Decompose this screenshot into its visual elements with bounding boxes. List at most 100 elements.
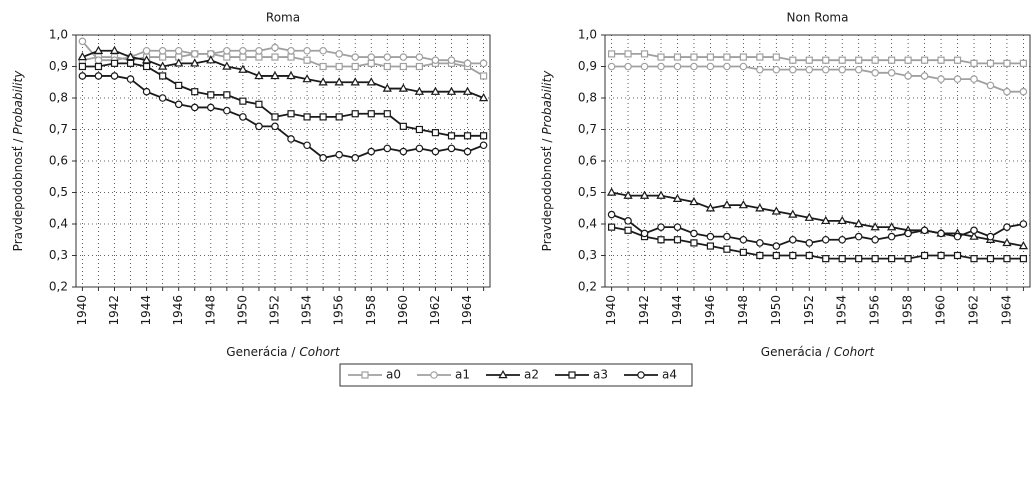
data-point bbox=[430, 86, 441, 95]
y-axis-label: Pravdepodobnosť / Probability bbox=[540, 70, 554, 252]
data-point bbox=[871, 235, 879, 244]
data-point bbox=[673, 53, 682, 61]
data-point bbox=[838, 235, 847, 244]
data-point bbox=[383, 62, 391, 71]
data-point bbox=[110, 72, 119, 80]
data-point bbox=[239, 46, 247, 55]
data-point bbox=[271, 53, 279, 61]
series-line bbox=[611, 53, 1024, 65]
data-point bbox=[366, 77, 376, 86]
data-point bbox=[624, 217, 632, 225]
data-point bbox=[190, 103, 199, 112]
data-point bbox=[606, 187, 617, 196]
data-point bbox=[624, 62, 632, 71]
x-tick-label: 1954 bbox=[300, 295, 314, 326]
data-point bbox=[174, 58, 184, 67]
data-point bbox=[399, 62, 407, 71]
x-axis-label-translation: Cohort bbox=[834, 345, 876, 359]
plot-frame bbox=[75, 34, 491, 288]
data-point bbox=[1019, 87, 1028, 96]
y-axis-label-main: Pravdepodobnosť / bbox=[540, 138, 554, 252]
x-tick-label: 1950 bbox=[235, 295, 249, 326]
data-point bbox=[920, 251, 929, 260]
data-point bbox=[255, 122, 263, 131]
x-tick-label: 1944 bbox=[139, 295, 153, 326]
legend-label: a0 bbox=[386, 368, 401, 382]
data-point bbox=[463, 132, 472, 140]
data-point bbox=[319, 62, 327, 71]
data-point bbox=[756, 251, 764, 260]
x-tick-label: 1948 bbox=[203, 295, 217, 326]
data-point bbox=[937, 56, 945, 64]
x-tick-label: 1956 bbox=[332, 295, 346, 326]
data-point bbox=[190, 58, 200, 67]
x-tick-label: 1960 bbox=[934, 295, 948, 326]
x-axis-label-translation: Cohort bbox=[299, 345, 341, 359]
data-point bbox=[303, 113, 311, 121]
data-point bbox=[367, 59, 375, 67]
data-point bbox=[789, 251, 797, 260]
data-point bbox=[415, 53, 424, 61]
legend-marker bbox=[430, 371, 438, 379]
data-point bbox=[319, 113, 327, 121]
x-tick-label: 1952 bbox=[267, 295, 281, 326]
data-point bbox=[431, 147, 440, 156]
chart-title: Non Roma bbox=[787, 11, 849, 25]
data-point bbox=[463, 147, 472, 156]
data-point bbox=[415, 144, 424, 153]
series-line bbox=[611, 226, 1024, 260]
series-line bbox=[82, 62, 484, 137]
x-tick-label: 1948 bbox=[736, 295, 750, 326]
data-point bbox=[970, 255, 978, 263]
data-point bbox=[190, 50, 199, 58]
x-tick-label: 1940 bbox=[75, 295, 89, 326]
data-point bbox=[78, 62, 87, 71]
x-tick-label: 1946 bbox=[703, 295, 717, 326]
data-point bbox=[822, 56, 830, 64]
data-point bbox=[447, 132, 456, 140]
data-point bbox=[319, 154, 327, 162]
data-point bbox=[447, 56, 456, 65]
data-point bbox=[871, 69, 879, 77]
data-point bbox=[739, 235, 748, 244]
data-point bbox=[286, 70, 296, 80]
data-point bbox=[771, 206, 781, 215]
data-point bbox=[351, 53, 360, 61]
y-tick-label: 0,3 bbox=[578, 248, 597, 262]
data-point bbox=[78, 37, 87, 46]
data-point bbox=[462, 86, 473, 95]
data-point bbox=[772, 53, 780, 61]
y-tick-label: 0,4 bbox=[49, 217, 68, 231]
data-point bbox=[920, 56, 929, 64]
data-point bbox=[953, 251, 962, 260]
data-point bbox=[970, 59, 978, 67]
x-tick-label: 1940 bbox=[604, 295, 618, 326]
data-point bbox=[1019, 59, 1028, 67]
data-point bbox=[158, 46, 167, 55]
data-point bbox=[657, 223, 665, 231]
data-point bbox=[953, 75, 962, 83]
data-point bbox=[887, 232, 896, 241]
data-point bbox=[143, 62, 151, 71]
y-tick-label: 0,9 bbox=[578, 59, 597, 73]
data-point bbox=[431, 56, 440, 65]
y-tick-label: 0,7 bbox=[49, 122, 68, 136]
data-point bbox=[788, 209, 798, 218]
data-point bbox=[673, 223, 682, 231]
data-point bbox=[206, 103, 215, 112]
data-point bbox=[607, 62, 616, 71]
data-point bbox=[93, 45, 104, 54]
data-point bbox=[255, 100, 263, 108]
legend-marker bbox=[361, 371, 369, 379]
legend-marker bbox=[498, 369, 508, 379]
data-point bbox=[77, 52, 88, 61]
y-tick-label: 0,5 bbox=[578, 185, 597, 199]
y-tick-label: 0,5 bbox=[49, 185, 68, 199]
data-point bbox=[287, 53, 295, 61]
data-point bbox=[415, 62, 423, 71]
data-point bbox=[838, 56, 846, 64]
data-point bbox=[110, 59, 119, 67]
data-point bbox=[191, 88, 199, 96]
data-point bbox=[970, 226, 978, 235]
data-point bbox=[303, 46, 311, 55]
